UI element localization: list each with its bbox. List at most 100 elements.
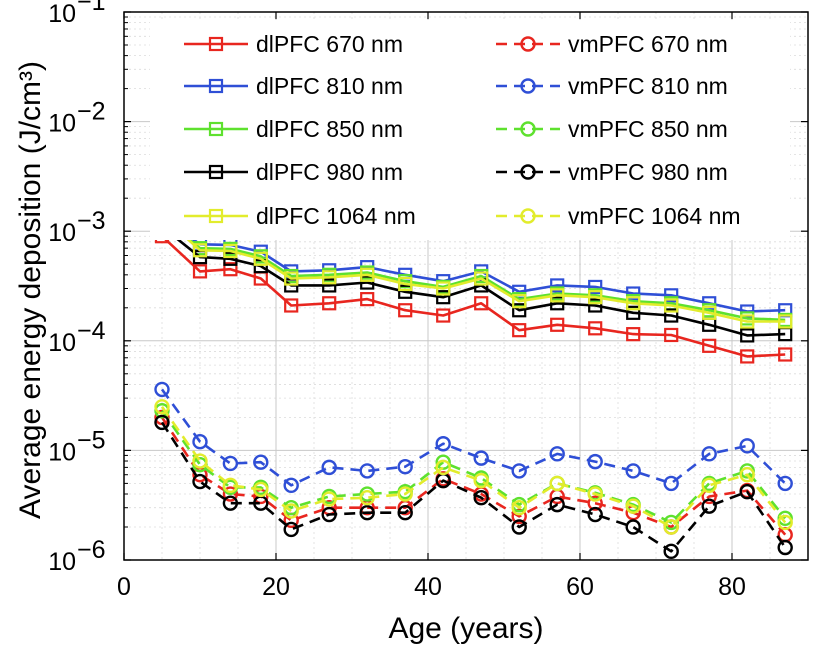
series-line-vmpfc-670-nm bbox=[160, 416, 787, 536]
legend-label: dlPFC 980 nm bbox=[256, 159, 403, 185]
data-point bbox=[777, 539, 793, 556]
data-point bbox=[512, 303, 527, 318]
data-point bbox=[192, 434, 208, 450]
series-line-vmpfc-1064-nm bbox=[160, 406, 787, 529]
data-point bbox=[436, 290, 451, 305]
data-point bbox=[222, 477, 239, 494]
legend-swatch-marker bbox=[520, 208, 536, 224]
data-point bbox=[550, 296, 565, 311]
legend-item-dlpfc-670-nm: dlPFC 670 nm bbox=[184, 31, 403, 57]
y-tick-label: 10 −2 bbox=[48, 98, 105, 138]
data-point bbox=[360, 292, 375, 307]
data-point bbox=[511, 463, 527, 479]
legend-swatch-marker bbox=[520, 36, 536, 52]
y-tick-label: 10 −5 bbox=[48, 426, 105, 466]
data-point bbox=[588, 279, 603, 295]
legend-item-dlpfc-1064-nm: dlPFC 1064 nm bbox=[184, 203, 416, 229]
y-tick-exponent: −5 bbox=[77, 426, 106, 454]
legend-label: vmPFC 850 nm bbox=[568, 116, 728, 142]
data-point bbox=[284, 298, 299, 313]
data-point bbox=[587, 495, 603, 511]
series-vmpfc-810-nm bbox=[154, 381, 793, 494]
legend-swatch-marker bbox=[208, 164, 224, 180]
data-point bbox=[740, 328, 755, 343]
data-point bbox=[664, 288, 679, 303]
legend-label: dlPFC 810 nm bbox=[256, 73, 403, 99]
data-point bbox=[550, 278, 565, 293]
data-point bbox=[154, 414, 170, 431]
plot-frame bbox=[123, 11, 809, 561]
data-point bbox=[549, 475, 565, 492]
legend-item-dlpfc-980-nm: dlPFC 980 nm bbox=[184, 159, 403, 185]
data-point bbox=[398, 276, 413, 292]
data-point bbox=[549, 496, 565, 513]
data-point bbox=[587, 506, 603, 523]
data-point bbox=[702, 338, 717, 353]
data-point bbox=[435, 459, 451, 476]
data-point bbox=[664, 308, 679, 323]
data-point bbox=[283, 521, 299, 538]
y-tick-exponent: −3 bbox=[77, 207, 106, 235]
data-point bbox=[322, 278, 337, 293]
legend-swatch-marker bbox=[208, 121, 224, 137]
data-point bbox=[625, 498, 641, 514]
data-point bbox=[664, 298, 679, 313]
data-point bbox=[512, 294, 527, 309]
data-point bbox=[626, 286, 641, 301]
data-point bbox=[397, 459, 413, 475]
data-point bbox=[283, 503, 299, 519]
data-point bbox=[739, 483, 755, 500]
data-point bbox=[474, 296, 489, 311]
data-point bbox=[664, 327, 679, 343]
data-point bbox=[739, 467, 755, 483]
legend-swatch-marker bbox=[520, 78, 536, 94]
data-point bbox=[192, 473, 208, 490]
data-point bbox=[701, 477, 717, 494]
legend-swatch-marker bbox=[520, 164, 536, 180]
data-point bbox=[626, 327, 641, 342]
legend-label: vmPFC 980 nm bbox=[568, 159, 728, 185]
y-tick-label: 10 −3 bbox=[48, 207, 105, 247]
data-point bbox=[588, 321, 603, 336]
data-point bbox=[511, 508, 527, 525]
data-point bbox=[223, 262, 238, 277]
data-point bbox=[359, 463, 375, 479]
data-point bbox=[663, 543, 679, 560]
data-point bbox=[474, 271, 489, 286]
data-point bbox=[625, 463, 641, 479]
legend-label: dlPFC 850 nm bbox=[256, 116, 403, 142]
data-point bbox=[360, 267, 375, 282]
x-tick-label: 60 bbox=[566, 573, 594, 601]
data-point bbox=[192, 453, 208, 469]
data-point bbox=[154, 381, 170, 398]
legend-box bbox=[150, 20, 790, 240]
data-point bbox=[223, 243, 238, 259]
data-point bbox=[222, 486, 239, 502]
data-point bbox=[512, 323, 527, 338]
y-tick-exponent: −4 bbox=[77, 317, 106, 345]
data-point bbox=[663, 475, 679, 492]
series-vmpfc-850-nm bbox=[154, 403, 793, 531]
data-point bbox=[436, 308, 451, 323]
x-tick-label: 80 bbox=[718, 573, 746, 601]
y-tick-exponent: −6 bbox=[77, 536, 106, 564]
data-point bbox=[550, 288, 565, 303]
data-point bbox=[284, 271, 299, 286]
legend-label: vmPFC 1064 nm bbox=[568, 203, 741, 229]
legend-item-vmpfc-1064-nm: vmPFC 1064 nm bbox=[496, 203, 741, 229]
legend-label: dlPFC 670 nm bbox=[256, 31, 403, 57]
y-tick-base: 10 bbox=[48, 219, 76, 247]
y-tick-base: 10 bbox=[48, 0, 76, 28]
data-point bbox=[511, 519, 527, 535]
data-point bbox=[778, 347, 793, 362]
data-point bbox=[511, 500, 527, 516]
tick-marks bbox=[123, 11, 808, 561]
series-vmpfc-980-nm bbox=[154, 414, 793, 560]
data-point bbox=[550, 317, 565, 332]
data-point bbox=[283, 477, 299, 494]
data-point bbox=[473, 450, 489, 466]
legend-swatch-marker bbox=[208, 78, 224, 94]
data-point bbox=[473, 472, 489, 489]
data-point bbox=[223, 251, 238, 266]
